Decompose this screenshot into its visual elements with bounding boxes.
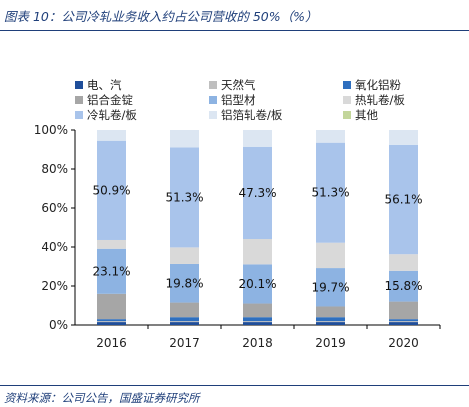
legend-label: 电、汽 [87,78,122,92]
data-label: 15.8% [384,279,422,293]
legend-label: 冷轧卷/板 [87,108,137,122]
x-tick-label: 2019 [315,336,346,350]
y-tick-label: 40% [41,240,68,254]
bar-segment [389,144,418,255]
bar-segment [170,147,199,248]
bar-segment [316,130,345,143]
legend-swatch [209,81,217,89]
bar-segment [97,319,126,322]
bar-segment [97,239,126,249]
bar-segment [389,270,418,302]
bar-segment [389,254,418,271]
source-rule [0,385,469,386]
legend-label: 热轧卷/板 [355,93,405,107]
title-rule [0,30,469,31]
bar-segment [243,239,272,265]
data-label: 51.3% [311,186,349,200]
bar-segment [97,322,126,325]
legend-label: 铝箔轧卷/板 [221,108,283,122]
x-tick-label: 2018 [242,336,273,350]
data-label: 56.1% [384,193,422,207]
figure-title: 图表 10：公司冷轧业务收入约占公司营收的 50%（%） [4,9,318,24]
x-tick-label: 2017 [169,336,200,350]
y-tick-label: 80% [41,162,68,176]
bar-segment [316,242,345,269]
bar-segment [243,322,272,325]
bar-segment [170,317,199,322]
bar-segment [316,321,345,323]
legend-swatch [343,111,351,119]
y-tick-label: 20% [41,279,68,293]
y-tick-label: 0% [49,318,68,332]
bar-segment [316,306,345,318]
bar-segment [389,322,418,325]
x-tick-label: 2020 [388,336,419,350]
data-label: 20.1% [238,277,276,291]
chart-legend: 电、汽 天然气 氧化铝粉铝合金锭 铝型材 热轧卷/板冷轧卷/板 铝箔轧卷/板 其他 [75,78,455,122]
legend-label: 其他 [355,108,378,122]
bar-segment [316,317,345,322]
legend-swatch [75,96,83,104]
bar-segment [389,301,418,320]
bar-segment [170,263,199,303]
legend-label: 天然气 [221,78,256,92]
legend-swatch [343,81,351,89]
bar-segment [243,130,272,147]
data-label: 50.9% [92,183,130,197]
data-label: 23.1% [92,264,130,278]
legend-swatch [75,81,83,89]
data-label: 19.7% [311,280,349,294]
bar-segment [97,321,126,323]
bar-segment [97,130,126,141]
y-tick-label: 60% [41,201,68,215]
legend-label: 氧化铝粉 [355,78,401,92]
bar-segment [97,140,126,240]
bar-segment [97,248,126,294]
source-note: 资料来源：公司公告，国盛证券研究所 [4,391,200,405]
bar-segment [389,130,418,145]
bar-segment [170,302,199,318]
legend-swatch [209,96,217,104]
legend-swatch [209,111,217,119]
bar-segment [243,303,272,318]
data-label: 51.3% [165,190,203,204]
bar-segment [170,322,199,325]
bar-segment [243,321,272,323]
bar-segment [97,293,126,320]
bar-segment [243,146,272,240]
y-tick-label: 100% [34,123,68,137]
legend-swatch [75,111,83,119]
bar-segment [243,264,272,304]
bar-segment [170,130,199,148]
bar-segment [170,247,199,264]
bar-segment [243,317,272,322]
bar-segment [316,322,345,325]
legend-label: 铝型材 [221,93,256,107]
bar-segment [170,321,199,323]
bar-segment [316,142,345,243]
bar-segment [389,319,418,322]
legend-swatch [343,96,351,104]
data-label: 19.8% [165,276,203,290]
bar-segment [316,268,345,307]
bar-segment [389,321,418,323]
legend-label: 铝合金锭 [87,93,133,107]
data-label: 47.3% [238,186,276,200]
x-tick-label: 2016 [96,336,127,350]
